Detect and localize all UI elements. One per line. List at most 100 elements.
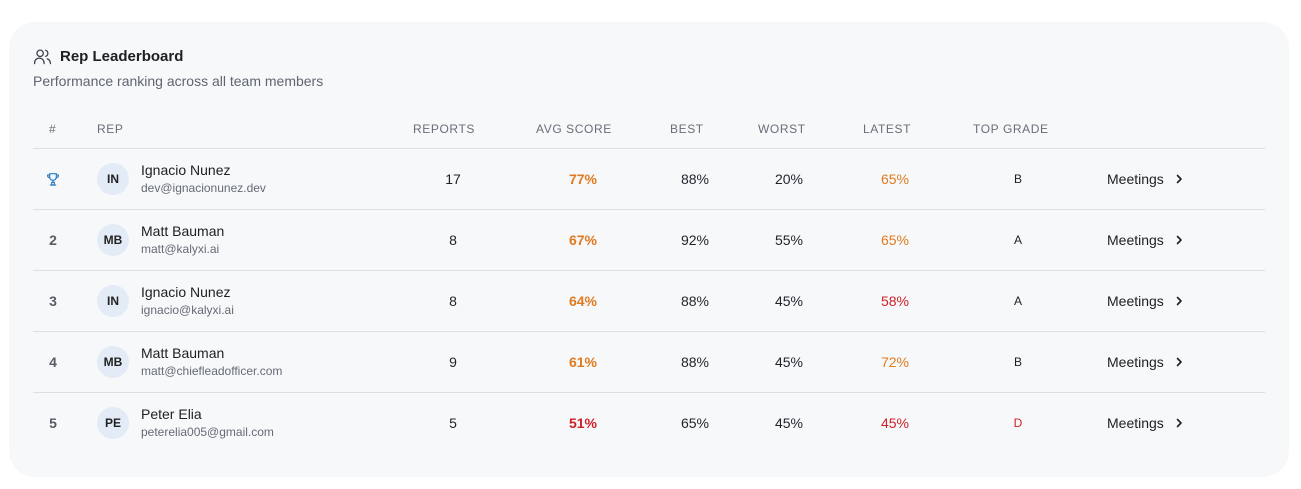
avg-score-value: 77% xyxy=(568,171,598,187)
rep-email: ignacio@kalyxi.ai xyxy=(141,303,234,317)
rep-name: Peter Elia xyxy=(141,406,202,422)
latest-value: 65% xyxy=(880,171,910,187)
rep-email: peterelia005@gmail.com xyxy=(141,425,274,439)
rep-cell: Peter Elia peterelia005@gmail.com xyxy=(141,393,381,453)
col-rank: # xyxy=(49,122,57,136)
worst-value: 45% xyxy=(774,415,804,431)
top-grade-value: B xyxy=(1013,355,1022,369)
rep-cell: Matt Bauman matt@kalyxi.ai xyxy=(141,210,381,270)
meetings-label: Meetings xyxy=(1107,293,1164,309)
col-avg-score: AVG SCORE xyxy=(536,122,612,136)
best-value: 88% xyxy=(680,171,710,187)
meetings-label: Meetings xyxy=(1107,171,1164,187)
rank-number: 5 xyxy=(49,415,57,431)
meetings-link[interactable]: Meetings xyxy=(1107,393,1217,453)
worst-value: 45% xyxy=(774,293,804,309)
rep-name: Ignacio Nunez xyxy=(141,284,231,300)
meetings-link[interactable]: Meetings xyxy=(1107,271,1217,331)
worst-value: 55% xyxy=(774,232,804,248)
table-row: IN Ignacio Nunez dev@ignacionunez.dev 17… xyxy=(33,149,1265,210)
top-grade-value: A xyxy=(1013,294,1022,308)
avg-score-value: 51% xyxy=(568,415,598,431)
meetings-link[interactable]: Meetings xyxy=(1107,210,1217,270)
chevron-right-icon xyxy=(1164,296,1184,306)
avatar: IN xyxy=(97,285,129,317)
col-rep: REP xyxy=(97,122,124,136)
best-value: 88% xyxy=(680,354,710,370)
rank-number: 4 xyxy=(49,354,57,370)
rep-cell: Ignacio Nunez ignacio@kalyxi.ai xyxy=(141,271,381,331)
rank-number: 2 xyxy=(49,232,57,248)
latest-value: 72% xyxy=(880,354,910,370)
rank-cell: 2 xyxy=(33,210,73,270)
reports-value: 5 xyxy=(449,415,457,431)
table-header: # REP REPORTS AVG SCORE BEST WORST LATES… xyxy=(33,108,1265,149)
avg-score-value: 64% xyxy=(568,293,598,309)
worst-value: 20% xyxy=(774,171,804,187)
rep-email: matt@kalyxi.ai xyxy=(141,242,220,256)
avatar-cell: MB xyxy=(97,210,129,270)
avatar: IN xyxy=(97,163,129,195)
top-grade-value: D xyxy=(1013,416,1023,430)
avg-score-value: 61% xyxy=(568,354,598,370)
avatar-cell: MB xyxy=(97,332,129,392)
table-row: 5 PE Peter Elia peterelia005@gmail.com 5… xyxy=(33,393,1265,453)
rep-email: dev@ignacionunez.dev xyxy=(141,181,266,195)
avatar-cell: PE xyxy=(97,393,129,453)
users-icon xyxy=(33,49,52,65)
leaderboard-card: Rep Leaderboard Performance ranking acro… xyxy=(9,22,1289,477)
avatar: PE xyxy=(97,407,129,439)
card-subtitle: Performance ranking across all team memb… xyxy=(33,73,324,89)
rep-name: Ignacio Nunez xyxy=(141,162,231,178)
avatar-cell: IN xyxy=(97,271,129,331)
col-reports: REPORTS xyxy=(413,122,475,136)
trophy-icon xyxy=(45,171,61,187)
best-value: 88% xyxy=(680,293,710,309)
leaderboard-table: # REP REPORTS AVG SCORE BEST WORST LATES… xyxy=(33,108,1265,453)
table-row: 4 MB Matt Bauman matt@chiefleadofficer.c… xyxy=(33,332,1265,393)
rep-name: Matt Bauman xyxy=(141,223,225,239)
avatar: MB xyxy=(97,346,129,378)
avg-score-value: 67% xyxy=(568,232,598,248)
avatar: MB xyxy=(97,224,129,256)
worst-value: 45% xyxy=(774,354,804,370)
table-row: 2 MB Matt Bauman matt@kalyxi.ai 8 67% 92… xyxy=(33,210,1265,271)
reports-value: 8 xyxy=(449,293,457,309)
chevron-right-icon xyxy=(1164,357,1184,367)
card-title: Rep Leaderboard xyxy=(60,48,184,65)
latest-value: 58% xyxy=(880,293,910,309)
chevron-right-icon xyxy=(1164,174,1184,184)
best-value: 65% xyxy=(680,415,710,431)
reports-value: 8 xyxy=(449,232,457,248)
reports-value: 17 xyxy=(445,171,461,187)
col-latest: LATEST xyxy=(863,122,912,136)
meetings-link[interactable]: Meetings xyxy=(1107,149,1217,209)
col-worst: WORST xyxy=(758,122,806,136)
top-grade-value: A xyxy=(1013,233,1022,247)
latest-value: 45% xyxy=(880,415,910,431)
rank-cell: 4 xyxy=(33,332,73,392)
chevron-right-icon xyxy=(1164,235,1184,245)
rep-name: Matt Bauman xyxy=(141,345,225,361)
meetings-label: Meetings xyxy=(1107,232,1164,248)
meetings-link[interactable]: Meetings xyxy=(1107,332,1217,392)
rep-email: matt@chiefleadofficer.com xyxy=(141,364,283,378)
rank-number: 3 xyxy=(49,293,57,309)
meetings-label: Meetings xyxy=(1107,354,1164,370)
meetings-label: Meetings xyxy=(1107,415,1164,431)
table-row: 3 IN Ignacio Nunez ignacio@kalyxi.ai 8 6… xyxy=(33,271,1265,332)
rank-cell: 3 xyxy=(33,271,73,331)
rep-cell: Matt Bauman matt@chiefleadofficer.com xyxy=(141,332,381,392)
rank-cell xyxy=(33,149,73,209)
reports-value: 9 xyxy=(449,354,457,370)
rep-cell: Ignacio Nunez dev@ignacionunez.dev xyxy=(141,149,381,209)
avatar-cell: IN xyxy=(97,149,129,209)
latest-value: 65% xyxy=(880,232,910,248)
table-body: IN Ignacio Nunez dev@ignacionunez.dev 17… xyxy=(33,149,1265,453)
chevron-right-icon xyxy=(1164,418,1184,428)
col-top-grade: TOP GRADE xyxy=(973,122,1049,136)
top-grade-value: B xyxy=(1013,172,1022,186)
best-value: 92% xyxy=(680,232,710,248)
col-best: BEST xyxy=(670,122,704,136)
rank-cell: 5 xyxy=(33,393,73,453)
